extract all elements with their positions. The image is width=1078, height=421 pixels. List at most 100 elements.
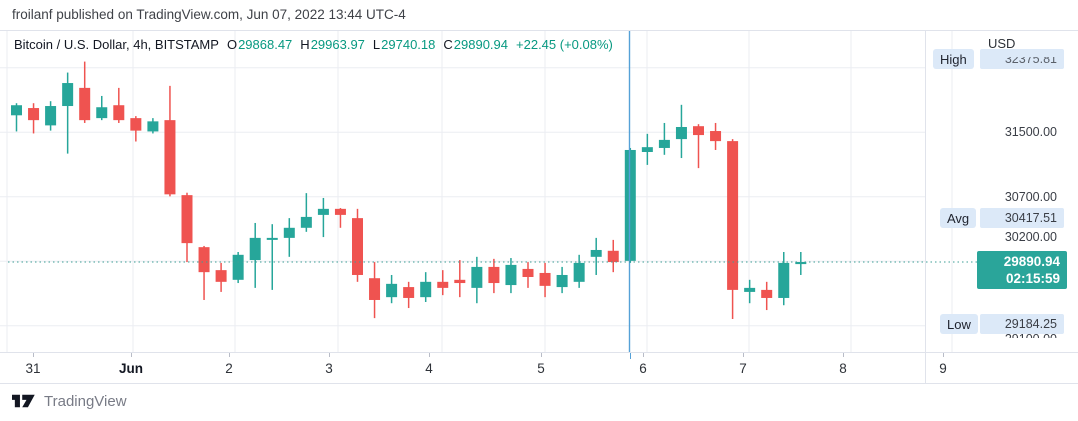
candle[interactable] bbox=[181, 192, 193, 263]
clipped-gridline-price-label: 29100.00 bbox=[1004, 332, 1057, 346]
high-chip: High bbox=[933, 49, 974, 69]
candle[interactable] bbox=[471, 256, 483, 304]
time-axis[interactable]: 31 Jun 2 3 4 5 6 7 8 9 bbox=[0, 353, 1078, 383]
legend-change: +22.45 (+0.08%) bbox=[516, 37, 613, 52]
candle[interactable] bbox=[573, 254, 585, 288]
price-tick-label: 30200.00 bbox=[1004, 230, 1057, 245]
candle[interactable] bbox=[198, 245, 210, 300]
candle[interactable] bbox=[795, 251, 807, 275]
legend-low: L 29740.18 bbox=[372, 37, 436, 52]
candle[interactable] bbox=[130, 116, 142, 142]
low-chip: Low bbox=[940, 314, 978, 334]
legend-open: O 29868.47 bbox=[226, 37, 293, 52]
time-axis-tick bbox=[541, 353, 542, 357]
low-value: 29184.25 bbox=[1004, 317, 1057, 331]
candle[interactable] bbox=[693, 124, 704, 169]
candle[interactable] bbox=[744, 279, 756, 304]
price-tick-label: 30700.00 bbox=[1004, 189, 1057, 204]
time-axis-label: 5 bbox=[537, 361, 545, 376]
symbol-title: Bitcoin / U.S. Dollar, 4h, BITSTAMP bbox=[14, 37, 219, 52]
time-axis-tick bbox=[843, 353, 844, 357]
candle[interactable] bbox=[454, 260, 466, 298]
candlestick-chart[interactable] bbox=[0, 31, 1078, 352]
candle[interactable] bbox=[369, 262, 381, 319]
time-axis-tick bbox=[329, 353, 330, 357]
avg-value: 30417.51 bbox=[1004, 211, 1057, 225]
price-tick-label: 31500.00 bbox=[1004, 125, 1057, 140]
candle[interactable] bbox=[266, 224, 278, 290]
tradingview-logo-text: TradingView bbox=[44, 392, 127, 410]
candle[interactable] bbox=[113, 87, 125, 123]
publish-attribution: froilanf published on TradingView.com, J… bbox=[12, 7, 406, 22]
candle[interactable] bbox=[727, 139, 739, 319]
publish-marker-tick bbox=[629, 353, 631, 359]
time-axis-label: Jun bbox=[118, 361, 144, 376]
high-value-highlight bbox=[980, 49, 1064, 69]
time-axis-tick bbox=[131, 353, 132, 357]
candle[interactable] bbox=[420, 272, 432, 302]
candle[interactable] bbox=[283, 218, 295, 257]
candle[interactable] bbox=[300, 193, 312, 232]
time-axis-label: 7 bbox=[739, 361, 747, 376]
avg-value-highlight bbox=[980, 208, 1064, 228]
candle[interactable] bbox=[607, 239, 619, 273]
candle[interactable] bbox=[675, 104, 687, 159]
candle[interactable] bbox=[147, 118, 159, 134]
candle[interactable] bbox=[437, 270, 449, 296]
time-axis-tick bbox=[33, 353, 34, 357]
candle[interactable] bbox=[317, 197, 329, 238]
symbol-legend[interactable]: Bitcoin / U.S. Dollar, 4h, BITSTAMP O 298… bbox=[14, 37, 613, 52]
candle[interactable] bbox=[556, 266, 568, 294]
time-axis-label: 2 bbox=[225, 361, 233, 376]
last-price-value: 29890.94 bbox=[1003, 254, 1060, 269]
candle[interactable] bbox=[62, 72, 74, 154]
candle[interactable] bbox=[352, 208, 363, 282]
candle[interactable] bbox=[590, 237, 602, 275]
candle[interactable] bbox=[386, 274, 398, 304]
time-axis-tick bbox=[229, 353, 230, 357]
candle[interactable] bbox=[488, 258, 500, 294]
time-axis-tick bbox=[643, 353, 644, 357]
time-axis-label: 6 bbox=[639, 361, 647, 376]
candle[interactable] bbox=[710, 122, 722, 150]
candle[interactable] bbox=[641, 133, 653, 165]
candle[interactable] bbox=[778, 251, 790, 306]
time-axis-label: 4 bbox=[425, 361, 433, 376]
time-axis-bottom-border bbox=[0, 383, 1078, 384]
candle[interactable] bbox=[96, 95, 108, 121]
candle[interactable] bbox=[539, 262, 551, 298]
brand-footer: TradingView bbox=[12, 392, 127, 410]
high-value: 32375.81 bbox=[1004, 52, 1057, 66]
candle[interactable] bbox=[28, 103, 40, 134]
legend-high: H 29963.97 bbox=[300, 37, 365, 52]
avg-chip: Avg bbox=[940, 208, 977, 228]
candle[interactable] bbox=[761, 281, 773, 311]
currency-label: USD bbox=[988, 36, 1016, 51]
candle[interactable] bbox=[249, 222, 261, 288]
candle[interactable] bbox=[658, 122, 670, 155]
candle[interactable] bbox=[522, 262, 534, 288]
candle[interactable] bbox=[334, 208, 346, 228]
bar-countdown: 02:15:59 bbox=[1005, 271, 1060, 286]
candle[interactable] bbox=[403, 281, 415, 309]
candle[interactable] bbox=[11, 103, 22, 132]
candle[interactable] bbox=[45, 101, 57, 131]
price-axis-separator bbox=[925, 30, 926, 383]
legend-close: C 29890.94 bbox=[443, 37, 509, 52]
low-value-highlight bbox=[980, 314, 1064, 334]
candle[interactable] bbox=[79, 61, 91, 123]
time-axis-label: 8 bbox=[839, 361, 847, 376]
plot-bottom-border bbox=[0, 352, 1078, 353]
time-axis-tick bbox=[743, 353, 744, 357]
time-axis-label: 31 bbox=[25, 361, 41, 376]
time-axis-tick bbox=[429, 353, 430, 357]
candle[interactable] bbox=[164, 85, 176, 197]
candle[interactable] bbox=[215, 262, 227, 292]
time-axis-tick bbox=[943, 353, 944, 357]
pane-top-border bbox=[0, 30, 1078, 31]
candle[interactable] bbox=[232, 251, 244, 284]
candle[interactable] bbox=[505, 258, 517, 294]
time-axis-label: 3 bbox=[325, 361, 333, 376]
candle[interactable] bbox=[624, 147, 636, 263]
